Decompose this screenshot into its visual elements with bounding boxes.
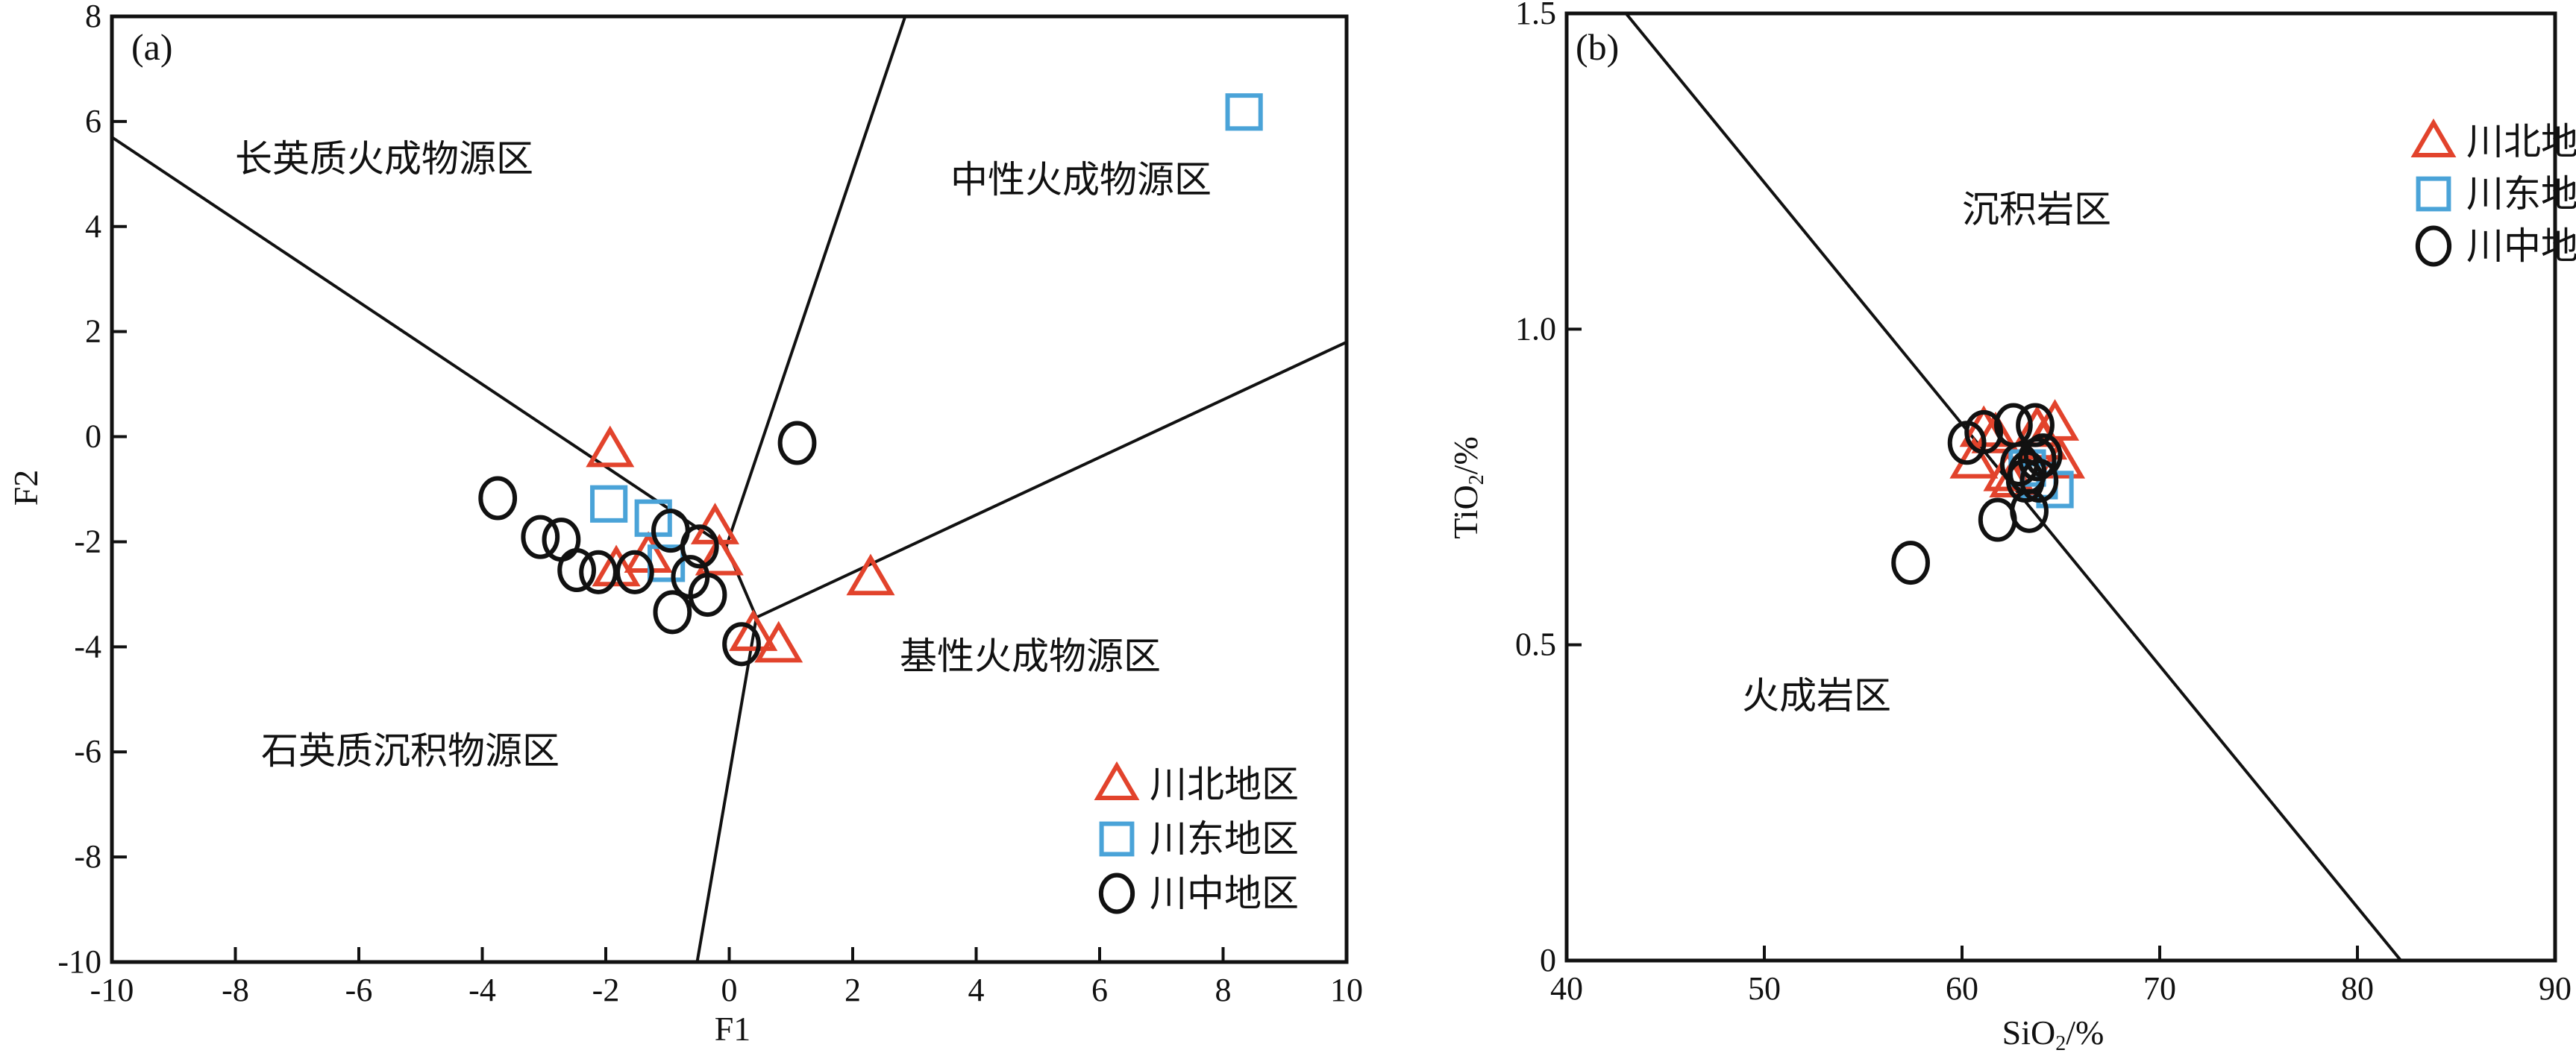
y-tick-label: -4 bbox=[74, 628, 101, 664]
x-tick-label: 6 bbox=[1091, 972, 1108, 1008]
x-axis-title-a: F1 bbox=[715, 1010, 751, 1048]
region-label-intermediate-igneous: 中性火成物源区 bbox=[950, 159, 1212, 201]
data-point-chuanzhong bbox=[1964, 409, 2004, 454]
y-tick-label: 0 bbox=[1540, 942, 1556, 978]
data-point-chuanbei bbox=[754, 620, 803, 663]
x-tick-label: -10 bbox=[90, 972, 134, 1008]
x-axis-title-b: SiO2/% bbox=[2002, 1013, 2105, 1053]
y-axis-title-a: F2 bbox=[7, 470, 45, 506]
data-point-chuanbei bbox=[586, 425, 635, 468]
chart-b: 40 50 60 70 80 90 1.5 1.0 0.5 0 (b) 沉积岩区 火成岩区 SiO… bbox=[1447, 0, 2576, 1053]
region-label-sedimentary: 沉积岩区 bbox=[1962, 189, 2111, 230]
legend-label-chuandong: 川东地区 bbox=[1150, 818, 1299, 860]
y-tick-label: 1.0 bbox=[1515, 310, 1556, 347]
series-chuanzhong bbox=[478, 421, 817, 667]
x-tick-label: 2 bbox=[844, 972, 861, 1008]
data-point-chuanzhong bbox=[521, 515, 560, 559]
region-label-mafic-igneous: 基性火成物源区 bbox=[900, 635, 1161, 677]
data-point-chuanzhong bbox=[579, 550, 618, 594]
y-tick-label: 6 bbox=[85, 103, 101, 139]
data-point-chuanzhong bbox=[542, 518, 581, 562]
data-point-chuanbei bbox=[695, 533, 744, 576]
x-tick-label: 0 bbox=[721, 972, 738, 1008]
data-point-chuanzhong bbox=[615, 550, 654, 594]
data-point-chuanzhong bbox=[2023, 433, 2063, 478]
series-chuanzhong bbox=[1891, 403, 2063, 585]
boundary-line bbox=[695, 617, 758, 963]
data-point-chuanzhong bbox=[557, 547, 596, 593]
data-point-chuanzhong bbox=[2010, 488, 2049, 533]
data-point-chuanzhong bbox=[1978, 497, 2017, 542]
x-tick-label: -6 bbox=[345, 972, 373, 1008]
y-axis-title-b: TiO2/% bbox=[1447, 436, 1488, 539]
x-tick-label: -4 bbox=[468, 972, 496, 1008]
region-label-quartzose-sedimentary: 石英质沉积物源区 bbox=[261, 730, 560, 772]
panel-label-b: (b) bbox=[1576, 26, 1619, 68]
data-point-chuanzhong bbox=[2017, 437, 2057, 482]
y-tick-label: 0 bbox=[85, 418, 101, 455]
data-point-chuanbei bbox=[729, 609, 778, 651]
x-tick-label: 40 bbox=[1550, 970, 1583, 1007]
data-point-chuanzhong bbox=[478, 476, 518, 521]
region-label-felsic-igneous: 长英质火成物源区 bbox=[235, 138, 533, 180]
panel-label-a: (a) bbox=[131, 26, 173, 68]
y-tick-label: 4 bbox=[85, 208, 101, 245]
y-tick-label: 8 bbox=[85, 0, 101, 34]
legend-marker-chuanzhong bbox=[1098, 873, 1135, 914]
x-tick-label: 80 bbox=[2341, 970, 2374, 1007]
x-tick-label: 70 bbox=[2143, 970, 2176, 1007]
data-point-chuanbei bbox=[592, 544, 641, 587]
data-point-chuanbei bbox=[1971, 412, 2020, 453]
legend-marker-chuanbei bbox=[1094, 761, 1140, 800]
x-tick-label: 60 bbox=[1946, 970, 1978, 1007]
legend-label-chuanbei: 川北地区 bbox=[2466, 121, 2576, 163]
data-point-chuanzhong bbox=[1891, 541, 1930, 585]
boundary-line bbox=[724, 16, 907, 548]
data-point-chuanbei bbox=[846, 553, 895, 596]
x-tick-label: 8 bbox=[1215, 972, 1232, 1008]
x-tick-label: 10 bbox=[1330, 972, 1363, 1008]
y-tick-label: 2 bbox=[85, 313, 101, 350]
data-point-chuandong bbox=[1225, 93, 1263, 131]
legend-label-chuanzhong: 川中地区 bbox=[2466, 225, 2576, 267]
data-point-chuanzhong bbox=[2016, 403, 2055, 447]
x-tick-label: -2 bbox=[592, 972, 620, 1008]
data-point-chuanzhong bbox=[688, 573, 727, 617]
data-point-chuandong bbox=[590, 485, 628, 523]
legend-label-chuanzhong: 川中地区 bbox=[1150, 873, 1299, 914]
boundary-line bbox=[756, 340, 1347, 619]
legend-marker-chuandong bbox=[1099, 821, 1135, 857]
data-point-chuanbei bbox=[1949, 436, 1999, 479]
data-point-chuanzhong bbox=[777, 421, 817, 465]
legend-marker-chuanzhong bbox=[2415, 225, 2452, 267]
x-tick-label: 50 bbox=[1748, 970, 1781, 1007]
data-point-chuanzhong bbox=[680, 524, 719, 569]
x-tick-label: 4 bbox=[968, 972, 985, 1008]
y-tick-label: -2 bbox=[74, 523, 101, 559]
legend-marker-chuandong bbox=[2416, 176, 2451, 212]
x-tick-label: 90 bbox=[2539, 970, 2572, 1007]
region-label-igneous: 火成岩区 bbox=[1742, 675, 1891, 717]
data-point-chuanzhong bbox=[653, 590, 692, 635]
x-tick-label: -8 bbox=[222, 972, 249, 1008]
legend-marker-chuanbei bbox=[2410, 118, 2457, 157]
y-tick-label: -10 bbox=[57, 943, 101, 980]
boundary-line bbox=[110, 136, 727, 549]
chart-a: -10 -8 -6 -4 -2 0 2 4 6 8 10 8 6 4 2 0 -2 -4 -6 -8 -10 (a) 长… bbox=[7, 0, 1363, 1048]
legend-label-chuandong: 川东地区 bbox=[2466, 173, 2576, 215]
data-point-chuanzhong bbox=[722, 622, 761, 667]
data-point-chuanzhong bbox=[2019, 459, 2059, 503]
y-tick-label: -6 bbox=[74, 733, 101, 770]
plot-frame-b bbox=[1564, 11, 2557, 963]
y-tick-label: 1.5 bbox=[1515, 0, 1556, 31]
y-tick-label: -8 bbox=[74, 838, 101, 875]
legend-label-chuanbei: 川北地区 bbox=[1150, 764, 1299, 805]
y-tick-label: 0.5 bbox=[1515, 626, 1556, 663]
